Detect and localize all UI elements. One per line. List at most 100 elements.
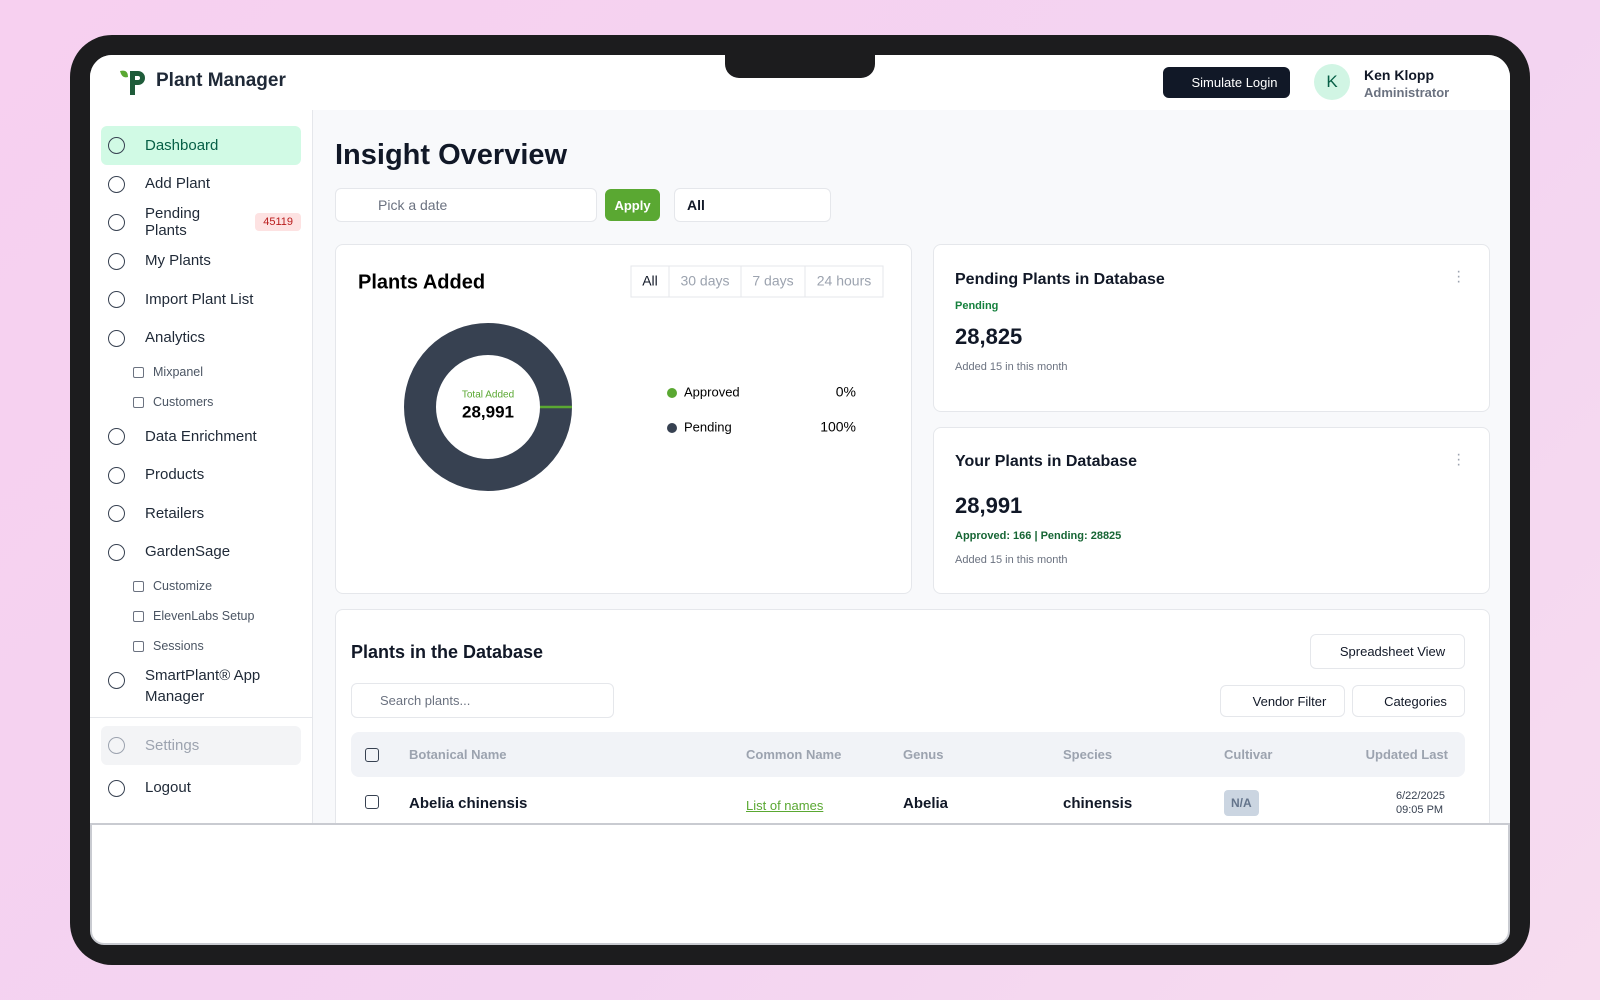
card-title: Pending Plants in Database — [955, 271, 1165, 288]
column-header: Genus — [903, 747, 944, 762]
nav-label: SmartPlant® App Manager — [145, 667, 261, 705]
user-role: Administrator — [1364, 85, 1450, 100]
spreadsheet-button[interactable]: Spreadsheet View — [1310, 634, 1465, 669]
column-header: Species — [1063, 747, 1113, 762]
nav-icon — [108, 329, 125, 347]
device-lower-screen — [90, 823, 1510, 945]
legend-label: Pending — [684, 419, 732, 434]
table-title: Plants in the Database — [351, 642, 544, 662]
nav-item[interactable]: Import Plant List — [101, 280, 301, 319]
nav-label: Import Plant List — [145, 290, 254, 308]
row-checkbox[interactable] — [365, 795, 379, 809]
date-placeholder: Pick a date — [378, 197, 448, 213]
nav-label: GardenSage — [145, 543, 231, 561]
nav-item[interactable]: Logout — [101, 769, 301, 808]
categories-button[interactable]: Categories — [1352, 685, 1465, 717]
nav-icon — [108, 672, 125, 689]
nav-item[interactable]: My Plants — [101, 242, 301, 281]
nav-icon — [108, 175, 125, 193]
nav-item[interactable]: Add Plant — [101, 165, 301, 204]
filter-select[interactable]: All — [674, 188, 831, 222]
nav-item[interactable]: Products — [101, 456, 301, 495]
range-label: 7 days — [752, 273, 793, 289]
cell-date: 6/22/2025 — [1396, 790, 1445, 802]
range-button[interactable] — [630, 265, 670, 298]
user-name: Ken Klopp — [1364, 67, 1434, 83]
apply-button[interactable]: Apply — [605, 189, 660, 221]
chart-card: Plants Added All 30 days 7 days 24 hours Tot… — [335, 244, 912, 594]
nav-item[interactable]: SmartPlant® App Manager — [101, 661, 301, 711]
your-plants-card: Your Plants in Database 28,991 Approved:… — [933, 427, 1490, 594]
legend-dot — [667, 423, 677, 433]
card-value: 28,991 — [955, 493, 1023, 518]
card-menu[interactable]: · · · — [1456, 446, 1462, 473]
nav-label: Settings — [145, 736, 200, 754]
nav-label: Retailers — [145, 504, 205, 522]
nav-icon — [108, 505, 125, 522]
nav-subitem[interactable]: ElevenLabs Setup — [101, 601, 301, 631]
legend-label: Approved — [684, 384, 740, 399]
card-detail: Approved: 166 | Pending: 28825 — [955, 530, 1122, 542]
nav-footer: Settings Logout — [90, 717, 312, 807]
nav-item[interactable]: GardenSage — [101, 533, 301, 572]
nav-icon — [108, 779, 125, 797]
cell-species: chinensis — [1063, 795, 1133, 812]
categories-label: Categories — [1384, 693, 1447, 709]
nav-item[interactable]: Settings — [101, 726, 301, 765]
cell-time: 09:05 PM — [1396, 804, 1444, 816]
vendor-filter-button[interactable]: Vendor Filter — [1220, 685, 1345, 717]
card-menu[interactable]: · · · — [1456, 263, 1462, 290]
screen: Plant Manager Simulate Login K Ken Klopp… — [90, 55, 1510, 823]
range-button[interactable] — [668, 265, 742, 298]
nav-sublabel: Mixpanel — [153, 365, 204, 379]
nav-icon — [108, 543, 125, 561]
nav: Dashboard Add Plant Pending Plants 45119 My … — [90, 110, 312, 711]
nav-subicon — [133, 367, 144, 378]
nav-icon — [108, 291, 125, 308]
nav-item[interactable]: Analytics — [101, 319, 301, 358]
nav-icon — [108, 466, 125, 484]
nav-item[interactable]: Dashboard — [101, 126, 301, 165]
legend-value: 100% — [820, 419, 856, 435]
search-input[interactable]: Search plants... — [351, 683, 614, 718]
column-header: Common Name — [746, 747, 842, 762]
column-header: Botanical Name — [409, 747, 507, 762]
nav-label: Logout — [145, 779, 191, 797]
nav-sublabel: Customers — [153, 395, 214, 409]
nav-subicon — [133, 397, 144, 408]
cell-genus: Abelia — [903, 795, 949, 812]
nav-item[interactable]: Data Enrichment — [101, 417, 301, 456]
chart-title: Plants Added — [358, 271, 485, 293]
nav-label: Pending Plants — [145, 205, 201, 240]
simulate-login-button[interactable]: Simulate Login — [1163, 67, 1290, 98]
nav-item[interactable]: Pending Plants 45119 — [101, 203, 301, 242]
header-checkbox[interactable] — [365, 748, 379, 762]
card-note: Added 15 in this month — [955, 554, 1068, 566]
nav-sublabel: Sessions — [153, 639, 204, 653]
device-notch — [725, 55, 875, 78]
sidebar: Dashboard Add Plant Pending Plants 45119 My … — [90, 110, 313, 823]
card-title: Your Plants in Database — [955, 453, 1137, 470]
center-label: Total Added — [462, 390, 514, 401]
cell-cultivar: N/A — [1224, 790, 1259, 816]
range-button[interactable] — [740, 265, 806, 298]
nav-subitem[interactable]: Customize — [101, 571, 301, 601]
search-placeholder: Search plants... — [380, 693, 471, 708]
range-label: All — [642, 273, 658, 289]
table-header — [351, 732, 1465, 777]
table-card: Plants in the Database Spreadsheet View … — [335, 609, 1490, 823]
nav-badge: 45119 — [255, 213, 301, 232]
nav-sublabel: Customize — [153, 579, 213, 593]
nav-icon — [108, 252, 125, 270]
range-button[interactable] — [804, 265, 884, 298]
nav-item[interactable]: Retailers — [101, 494, 301, 533]
nav-icon — [108, 737, 125, 754]
nav-subitem[interactable]: Mixpanel — [101, 357, 301, 387]
brand: Plant Manager — [156, 70, 286, 91]
column-header: Updated Last — [1365, 747, 1448, 762]
nav-subitem[interactable]: Customers — [101, 387, 301, 417]
cell-common[interactable]: List of names — [746, 798, 824, 813]
date-picker[interactable]: Pick a date — [335, 188, 597, 222]
nav-subitem[interactable]: Sessions — [101, 631, 301, 661]
